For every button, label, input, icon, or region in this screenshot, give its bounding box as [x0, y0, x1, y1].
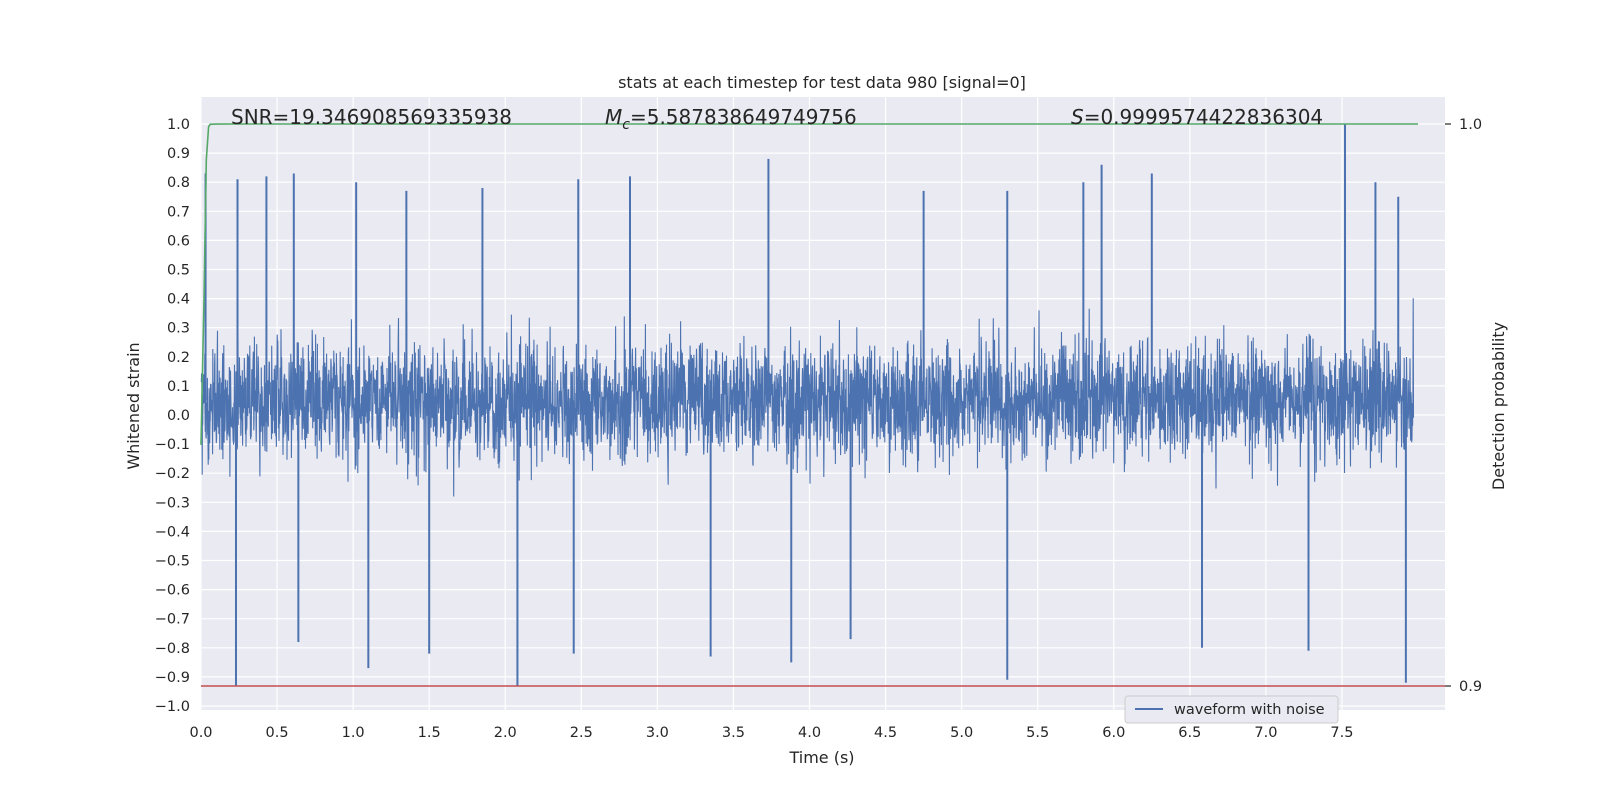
x-axis-label: Time (s)	[788, 748, 854, 767]
x-tick-label: 1.0	[342, 725, 365, 741]
y-tick-label: −0.8	[155, 641, 190, 657]
y-tick-label: 0.1	[167, 379, 190, 395]
score-symbol: S	[1071, 105, 1084, 129]
y-tick-label: −0.4	[155, 524, 190, 540]
x-tick-label: 3.0	[646, 725, 669, 741]
y-tick-label: −0.3	[155, 495, 190, 511]
legend-box	[1124, 695, 1339, 724]
x-tick-label: 0.5	[266, 725, 289, 741]
y-tick-label: −1.0	[155, 699, 190, 715]
score-value: =0.9999574422836304	[1084, 105, 1323, 129]
x-tick-label: 2.5	[570, 725, 593, 741]
x-tick-label: 5.0	[950, 725, 973, 741]
y-tick-label: 0.3	[167, 321, 190, 337]
chirp-mass-subscript: c	[622, 117, 630, 133]
x-tick-label: 4.5	[874, 725, 897, 741]
probability-line	[200, 123, 1418, 445]
snr-annotation: SNR=19.346908569335938	[231, 105, 512, 129]
y-tick-label: 0.2	[167, 350, 190, 366]
y-tick-label: −0.6	[155, 583, 190, 599]
right-y-axis-label: Detection probability	[1489, 322, 1508, 490]
x-tick-label: 0.0	[189, 725, 212, 741]
right-y-tick-label: 1.0	[1459, 117, 1482, 133]
y-tick-label: 0.9	[167, 146, 190, 162]
y-tick-label: 0.5	[167, 263, 190, 279]
chirp-mass-value: =5.587838649749756	[630, 105, 857, 129]
y-tick-label: 0.7	[167, 204, 190, 220]
x-tick-label: 6.0	[1102, 725, 1125, 741]
y-tick-label: −0.7	[155, 612, 190, 628]
legend-label-waveform: waveform with noise	[1174, 702, 1325, 718]
y-tick-label: −0.2	[155, 466, 190, 482]
y-tick-label: 1.0	[167, 117, 190, 133]
waveform-line	[200, 298, 1415, 497]
y-tick-label: 0.4	[167, 292, 190, 308]
y-tick-label: −0.5	[155, 554, 190, 570]
y-axis-label: Whitened strain	[124, 342, 143, 469]
x-tick-label: 5.5	[1026, 725, 1049, 741]
x-tick-label: 3.5	[722, 725, 745, 741]
chirp-mass-annotation: Mc=5.587838649749756	[605, 105, 857, 133]
y-tick-label: 0.6	[167, 233, 190, 249]
x-tick-label: 1.5	[418, 725, 441, 741]
y-tick-label: −0.9	[155, 670, 190, 686]
legend: waveform with noise	[1124, 695, 1339, 724]
right-y-axis-ticks: 1.0 0.9	[1445, 117, 1482, 695]
chirp-mass-symbol: M	[605, 105, 622, 129]
x-axis-ticks: 0.0 0.5 1.0 1.5 2.0 2.5 3.0 3.5 4.0 4.5 5.0 5.5 6.0 6…	[189, 725, 1353, 741]
detection-probability-series	[200, 123, 1445, 687]
y-tick-label: 0.0	[167, 408, 190, 424]
x-tick-label: 4.0	[798, 725, 821, 741]
x-tick-label: 2.0	[494, 725, 517, 741]
waveform-series	[200, 124, 1415, 686]
x-tick-label: 7.5	[1330, 725, 1353, 741]
chart-title: stats at each timestep for test data 980…	[618, 73, 1026, 92]
x-tick-label: 6.5	[1178, 725, 1201, 741]
y-axis-ticks: 1.0 0.9 0.8 0.7 0.6 0.5 0.4 0.3 0.2 0.1 0.0 −0.1 −0.…	[155, 117, 190, 715]
right-y-tick-label: 0.9	[1459, 679, 1482, 695]
y-tick-label: −0.1	[155, 437, 190, 453]
x-tick-label: 7.0	[1254, 725, 1277, 741]
score-annotation: S=0.9999574422836304	[1071, 105, 1323, 129]
y-tick-label: 0.8	[167, 175, 190, 191]
